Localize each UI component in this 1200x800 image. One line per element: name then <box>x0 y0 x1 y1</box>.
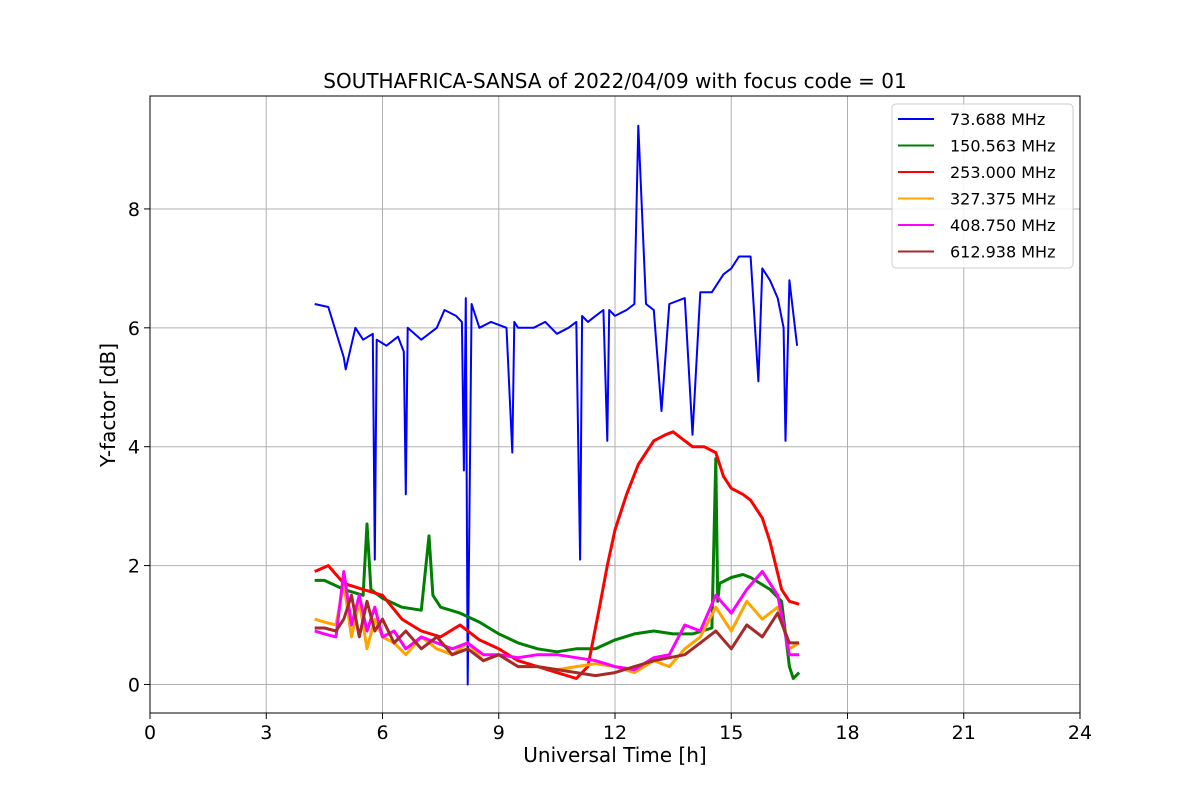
x-tick-label: 24 <box>1068 722 1092 744</box>
x-tick-label: 15 <box>719 722 743 744</box>
x-axis-label: Universal Time [h] <box>523 743 706 767</box>
series-line-5 <box>314 593 800 678</box>
x-tick-label: 12 <box>603 722 627 744</box>
legend-label-4: 408.750 MHz <box>950 216 1055 235</box>
x-tick-label: 3 <box>260 722 272 744</box>
legend-box <box>891 103 1074 269</box>
y-tick-label: 8 <box>128 199 140 221</box>
legend-label-0: 73.688 MHz <box>950 110 1045 129</box>
y-tick-label: 2 <box>128 556 140 578</box>
series-line-2 <box>314 430 800 680</box>
legend-label-1: 150.563 MHz <box>950 137 1055 156</box>
chart-title: SOUTHAFRICA-SANSA of 2022/04/09 with foc… <box>323 69 907 93</box>
x-tick-label: 21 <box>952 722 976 744</box>
series-line-1 <box>314 457 801 680</box>
y-tick-label: 0 <box>128 674 140 696</box>
x-tick-label: 9 <box>493 722 505 744</box>
x-tick-label: 0 <box>144 722 156 744</box>
legend-label-2: 253.000 MHz <box>950 163 1055 182</box>
legend-label-5: 612.938 MHz <box>950 243 1055 262</box>
legend-label-3: 327.375 MHz <box>950 190 1055 209</box>
series-layer <box>314 124 801 686</box>
x-tick-label: 18 <box>835 722 859 744</box>
y-tick-label: 4 <box>128 437 140 459</box>
x-tick-label: 6 <box>376 722 388 744</box>
plot-frame <box>149 95 1081 714</box>
y-tick-label: 6 <box>128 318 140 340</box>
series-line-0 <box>314 124 799 686</box>
legend: 73.688 MHz 150.563 MHz 253.000 MHz 327.375 … <box>891 103 1074 269</box>
y-axis-label: Y-factor [dB] <box>96 343 120 468</box>
